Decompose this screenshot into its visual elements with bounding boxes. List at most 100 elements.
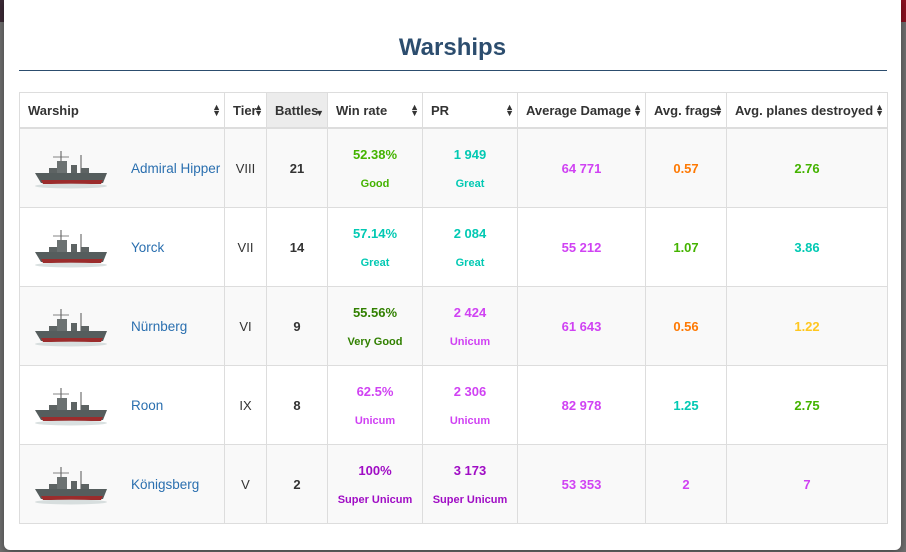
- warship-name-link[interactable]: Königsberg: [131, 476, 200, 492]
- avg-planes-cell: 7: [726, 444, 888, 524]
- column-header-label: Warship: [28, 102, 79, 118]
- pr-rating: Super Unicum: [432, 493, 508, 506]
- win-rate-cell: 100% Super Unicum: [327, 444, 423, 524]
- sort-icon: ▲ ▼: [410, 102, 419, 118]
- avg-planes-cell: 2.76: [726, 127, 888, 208]
- table-header-row: Warship▲▼ Tier▲▼ Battles▲▼ Win rate▲▼ PR…: [19, 92, 888, 129]
- avg-frags-cell: 1.25: [645, 365, 727, 445]
- cruiser-ship-icon: [31, 222, 111, 272]
- warship-cell: Roon: [19, 365, 225, 445]
- pr-rating: Unicum: [449, 414, 491, 427]
- column-header-label: Battles: [275, 102, 319, 118]
- title-divider: [19, 70, 887, 71]
- table-row: Nürnberg VI 9 55.56% Very Good 2 424 Unicum 61 …: [19, 286, 888, 366]
- average-damage-cell: 53 353: [517, 444, 646, 524]
- tier-cell: IX: [224, 365, 267, 445]
- column-header-battles[interactable]: Battles▲▼: [266, 92, 328, 129]
- win-rate-rating: Very Good: [347, 335, 403, 348]
- average-damage-cell: 82 978: [517, 365, 646, 445]
- win-rate-cell: 55.56% Very Good: [327, 286, 423, 366]
- column-header-avg-frags[interactable]: Avg. frags ▲ ▼: [645, 92, 727, 129]
- avg-frags-cell: 0.57: [645, 127, 727, 208]
- column-header-label: Average Damage: [526, 102, 632, 118]
- battles-cell: 21: [266, 127, 328, 208]
- win-rate-cell: 52.38% Good: [327, 127, 423, 208]
- column-header-tier[interactable]: Tier ▲ ▼: [224, 92, 267, 129]
- warship-cell: Admiral Hipper: [19, 127, 225, 208]
- sort-desc-icon: ▲▼: [315, 108, 324, 118]
- win-rate-value: 52.38%: [352, 146, 398, 162]
- win-rate-rating: Great: [360, 256, 390, 269]
- battles-cell: 8: [266, 365, 328, 445]
- pr-value: 2 306: [453, 383, 487, 399]
- tier-cell: VI: [224, 286, 267, 366]
- cruiser-ship-icon: [31, 301, 111, 351]
- win-rate-rating: Unicum: [354, 414, 396, 427]
- warship-name-link[interactable]: Yorck: [131, 239, 165, 255]
- background-page-accent: [896, 0, 906, 22]
- column-header-warship[interactable]: Warship ▲ ▼: [19, 92, 225, 129]
- win-rate-cell: 57.14% Great: [327, 207, 423, 287]
- table-row: Admiral Hipper VIII 21 52.38% Good 1 949 Great…: [19, 127, 888, 208]
- table-row: Königsberg V 2 100% Super Unicum 3 173 Super U…: [19, 444, 888, 524]
- battles-cell: 14: [266, 207, 328, 287]
- pr-rating: Unicum: [449, 335, 491, 348]
- avg-planes-cell: 3.86: [726, 207, 888, 287]
- avg-planes-cell: 2.75: [726, 365, 888, 445]
- sort-icon: ▲ ▼: [505, 102, 514, 118]
- sort-icon: ▲ ▼: [212, 102, 221, 118]
- column-header-label: Tier: [233, 102, 257, 118]
- win-rate-rating: Super Unicum: [337, 493, 413, 506]
- warship-name-link[interactable]: Admiral Hipper: [131, 160, 221, 176]
- column-header-average-damage[interactable]: Average Damage ▲ ▼: [517, 92, 646, 129]
- tier-cell: VII: [224, 207, 267, 287]
- pr-value: 2 424: [453, 304, 487, 320]
- pr-cell: 1 949 Great: [422, 127, 518, 208]
- avg-frags-cell: 1.07: [645, 207, 727, 287]
- column-header-win-rate[interactable]: Win rate ▲ ▼: [327, 92, 423, 129]
- pr-cell: 2 306 Unicum: [422, 365, 518, 445]
- column-header-pr[interactable]: PR ▲ ▼: [422, 92, 518, 129]
- pr-value: 2 084: [453, 225, 487, 241]
- cruiser-ship-icon: [31, 459, 111, 509]
- pr-cell: 3 173 Super Unicum: [422, 444, 518, 524]
- avg-planes-cell: 1.22: [726, 286, 888, 366]
- win-rate-cell: 62.5% Unicum: [327, 365, 423, 445]
- avg-frags-cell: 2: [645, 444, 727, 524]
- column-header-label: Avg. frags: [654, 102, 718, 118]
- column-header-avg-planes[interactable]: Avg. planes destroyed ▲ ▼: [726, 92, 888, 129]
- win-rate-value: 55.56%: [352, 304, 398, 320]
- warship-name-link[interactable]: Nürnberg: [131, 318, 188, 334]
- warships-table: Warship▲▼ Tier▲▼ Battles▲▼ Win rate▲▼ PR…: [19, 92, 888, 524]
- avg-frags-cell: 0.56: [645, 286, 727, 366]
- average-damage-cell: 64 771: [517, 127, 646, 208]
- cruiser-ship-icon: [31, 380, 111, 430]
- modal-title: Warships: [398, 34, 507, 61]
- tier-cell: V: [224, 444, 267, 524]
- sort-icon: ▲ ▼: [633, 102, 642, 118]
- column-header-label: Win rate: [336, 102, 388, 118]
- pr-cell: 2 084 Great: [422, 207, 518, 287]
- table-row: Roon IX 8 62.5% Unicum 2 306 Unicum 82 978 1.25 2…: [19, 365, 888, 445]
- warship-name-link[interactable]: Roon: [131, 397, 164, 413]
- win-rate-value: 62.5%: [356, 383, 394, 399]
- warship-cell: Nürnberg: [19, 286, 225, 366]
- sort-icon: ▲ ▼: [254, 102, 263, 118]
- win-rate-rating: Good: [360, 177, 390, 190]
- average-damage-cell: 55 212: [517, 207, 646, 287]
- battles-cell: 2: [266, 444, 328, 524]
- warship-cell: Yorck: [19, 207, 225, 287]
- win-rate-value: 57.14%: [352, 225, 398, 241]
- warships-modal: Warships Warship▲▼ Tier▲▼ Battles▲▼ Win …: [4, 0, 901, 550]
- column-header-label: PR: [431, 102, 450, 118]
- pr-value: 3 173: [453, 462, 487, 478]
- pr-value: 1 949: [453, 146, 487, 162]
- pr-cell: 2 424 Unicum: [422, 286, 518, 366]
- win-rate-value: 100%: [358, 462, 392, 478]
- cruiser-ship-icon: [31, 143, 111, 193]
- sort-icon: ▲ ▼: [875, 102, 884, 118]
- pr-rating: Great: [455, 256, 485, 269]
- tier-cell: VIII: [224, 127, 267, 208]
- table-row: Yorck VII 14 57.14% Great 2 084 Great 55 212 1.0…: [19, 207, 888, 287]
- warship-cell: Königsberg: [19, 444, 225, 524]
